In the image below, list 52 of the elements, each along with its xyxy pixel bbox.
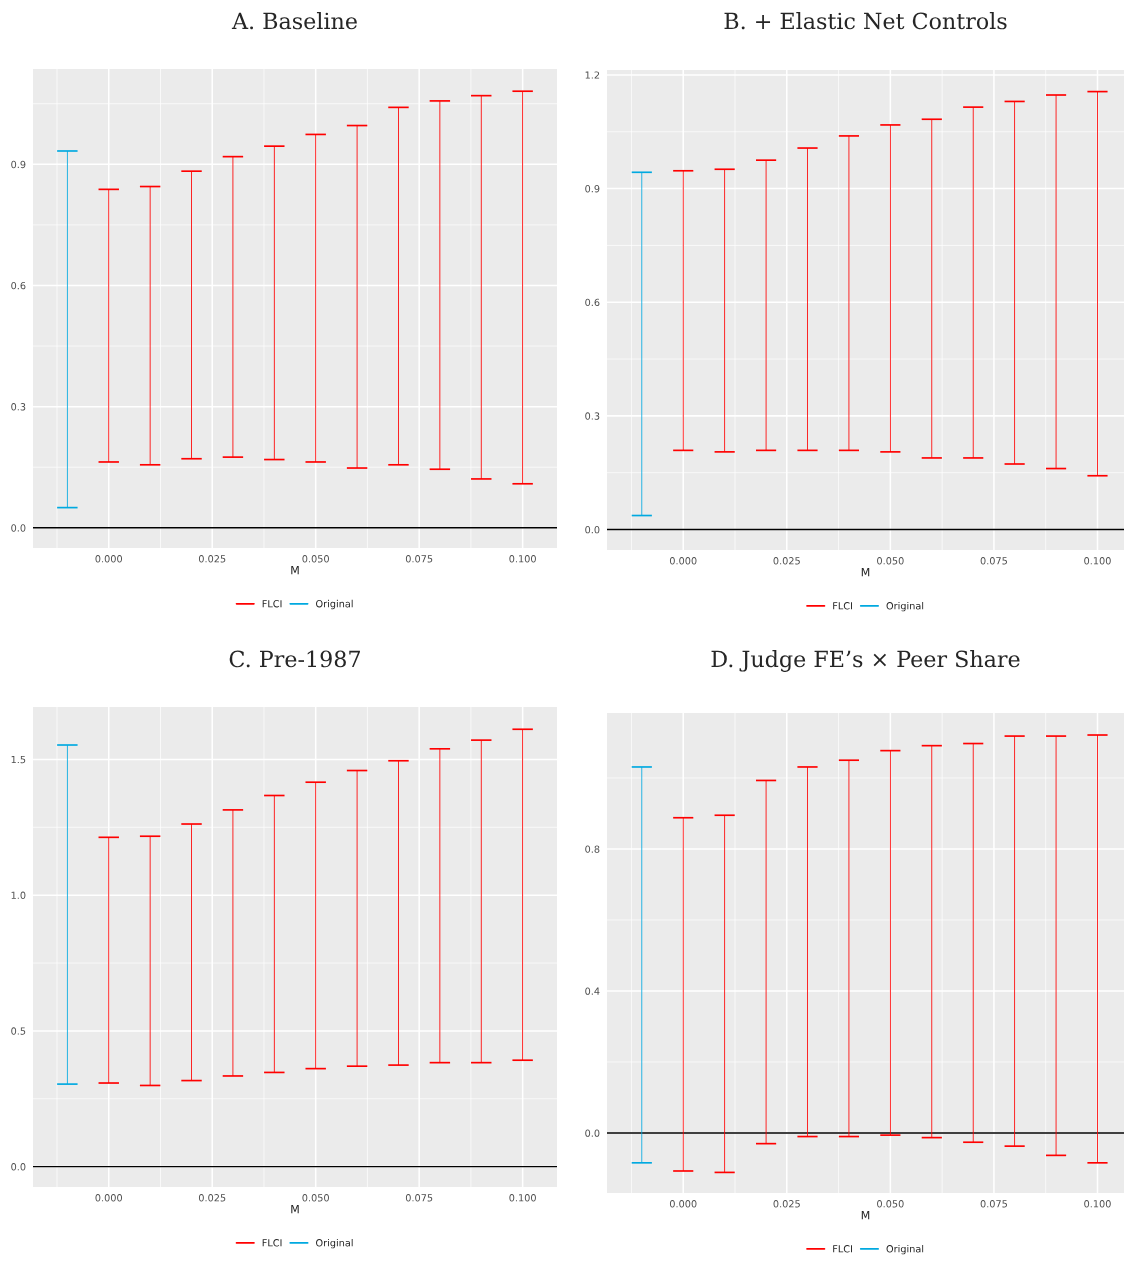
y-tick-label: 0.0	[11, 1163, 26, 1171]
y-tick-label: 1.5	[11, 756, 26, 764]
y-tick-label: 0.6	[11, 281, 26, 290]
y-tick-label: 0.9	[585, 185, 600, 193]
chart-title: D. Judge FE’s × Peer Share	[711, 650, 1020, 672]
y-tick-label: 1.0	[11, 891, 26, 899]
y-tick-label: 0.0	[11, 524, 26, 532]
x-tick-label: 0.100	[509, 1194, 536, 1202]
y-tick-label: 0.0	[585, 526, 600, 534]
chart-title: A. Baseline	[231, 12, 357, 30]
x-tick-label: 0.050	[302, 1194, 329, 1202]
x-tick-label: 0.025	[773, 557, 800, 565]
y-tick-label: 0.6	[585, 298, 600, 307]
x-tick-label: 0.000	[669, 1200, 697, 1208]
legend-label: FLCI	[833, 602, 852, 610]
x-tick-label: 0.000	[95, 1194, 123, 1202]
x-tick-label: 0.100	[1084, 1200, 1111, 1208]
x-tick-label: 0.100	[1084, 557, 1111, 565]
y-tick-label: 0.8	[585, 845, 600, 853]
x-tick-label: 0.025	[198, 555, 226, 563]
y-tick-label: 1.2	[585, 71, 600, 79]
chart-title: C. Pre-1987	[229, 650, 360, 668]
x-axis-title: M	[861, 568, 870, 577]
x-axis-title: M	[291, 1205, 299, 1214]
x-tick-label: 0.025	[198, 1194, 226, 1202]
legend-label: FLCI	[833, 1245, 852, 1253]
x-tick-label: 0.050	[302, 555, 329, 563]
x-tick-label: 0.025	[773, 1200, 800, 1208]
y-tick-label: 0.3	[585, 412, 600, 420]
legend-label: Original	[316, 599, 353, 610]
y-tick-label: 0.0	[585, 1129, 600, 1137]
legend-label: FLCI	[262, 1239, 282, 1247]
x-tick-label: 0.100	[509, 555, 536, 563]
x-tick-label: 0.075	[405, 1194, 433, 1202]
legend-label: FLCI	[262, 600, 282, 608]
x-tick-label: 0.050	[877, 1200, 904, 1208]
legend-label: Original	[886, 1244, 924, 1255]
x-tick-label: 0.075	[980, 1200, 1007, 1208]
y-tick-label: 0.4	[585, 987, 600, 995]
y-tick-label: 0.5	[11, 1027, 26, 1035]
chart-title: B. + Elastic Net Controls	[724, 12, 1007, 30]
x-axis-title: M	[861, 1211, 870, 1220]
legend-label: Original	[886, 601, 924, 612]
x-tick-label: 0.000	[669, 557, 697, 565]
y-tick-label: 0.9	[11, 160, 26, 169]
legend-label: Original	[316, 1238, 353, 1249]
x-tick-label: 0.000	[95, 555, 123, 563]
x-tick-label: 0.050	[877, 557, 904, 565]
x-tick-label: 0.075	[405, 555, 433, 563]
y-tick-label: 0.3	[11, 403, 26, 411]
x-axis-title: M	[291, 566, 299, 575]
x-tick-label: 0.075	[980, 557, 1007, 565]
